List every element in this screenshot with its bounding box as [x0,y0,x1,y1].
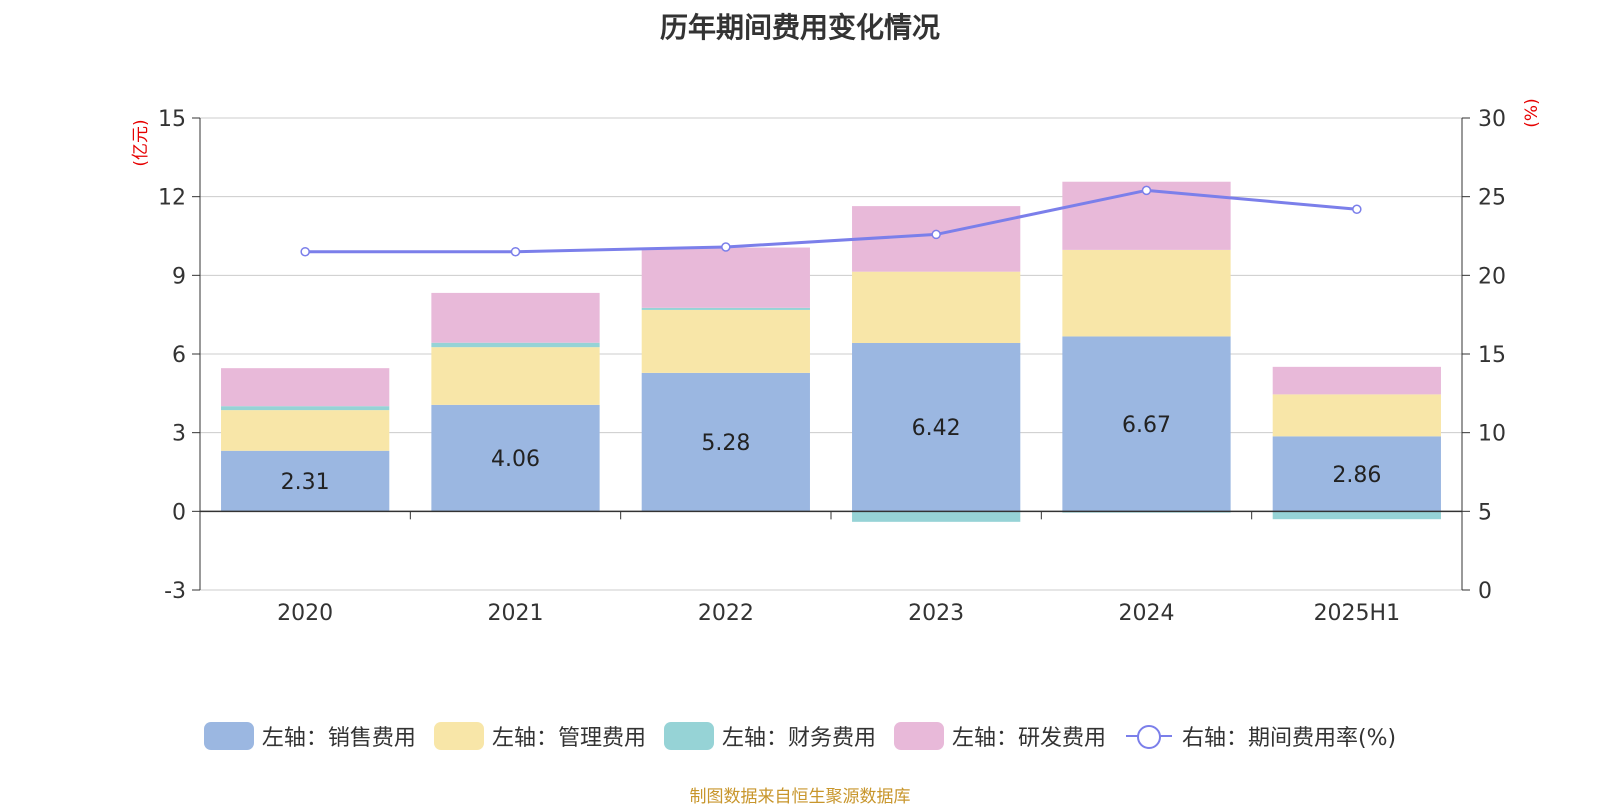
data-label: 6.42 [912,416,961,441]
chart-title: 历年期间费用变化情况 [659,11,940,44]
legend-item-rnd[interactable]: 左轴：研发费用 [893,720,1106,752]
left-tick-label: 12 [158,186,186,211]
bar-segment [641,372,810,512]
legend-swatch-admin [433,722,484,750]
data-label: 2.86 [1332,463,1381,488]
expense-rate-point [510,246,521,257]
legend: 左轴：销售费用 左轴：管理费用 左轴：财务费用 左轴：研发费用 右轴：期间费用率… [0,720,1600,752]
legend-label-admin: 左轴：管理费用 [491,726,646,751]
legend-label-finance: 左轴：财务费用 [721,726,876,751]
expense-rate-point [721,242,731,252]
expense-rate-point [1141,185,1152,196]
bar-segment [1272,436,1441,512]
bar-segment [221,410,390,451]
legend-label-sales: 左轴：销售费用 [261,726,416,751]
bar-segment [852,511,1021,522]
expense-rate-point [931,229,941,240]
bar-segment [431,292,600,343]
left-tick-label: 6 [172,343,186,368]
legend-swatch-sales [203,722,254,750]
legend-swatch-finance [663,722,714,750]
bar-segment [221,368,390,407]
data-label: 2.31 [281,470,330,495]
right-tick-label: 5 [1478,500,1492,525]
chart-area: -3 0 3 6 9 12 15 0 5 10 15 20 25 30 (亿元) (%) 2020 2021 202… [131,98,1542,626]
left-axis-unit: (亿元) [131,119,151,166]
left-tick-label: 15 [158,107,186,132]
legend-item-expense-rate[interactable]: 右轴：期间费用率(%) [1124,720,1396,752]
expense-rate-line [305,188,1357,254]
right-tick-label: 20 [1478,264,1506,289]
bar-segment [641,247,810,308]
legend-line-marker-icon [1124,722,1174,750]
legend-label-rnd: 左轴：研发费用 [951,726,1106,751]
bar-segment [1272,394,1441,437]
bar-segment [1062,336,1231,512]
source-note: 制图数据来自恒生聚源数据库 [689,787,911,807]
bar-segment [1272,366,1441,395]
x-tick-label: 2025H1 [1314,601,1401,626]
data-label: 5.28 [701,431,750,456]
left-tick-label: -3 [164,579,186,604]
x-tick-label: 2020 [277,601,333,626]
bar-segment [1062,249,1231,337]
data-label: 4.06 [491,447,540,472]
x-tick-label: 2024 [1119,601,1175,626]
legend-item-finance[interactable]: 左轴：财务费用 [663,720,876,752]
legend-item-admin[interactable]: 左轴：管理费用 [433,720,646,752]
bar-segment [221,450,390,512]
legend-label-expense-rate: 右轴：期间费用率(%) [1181,726,1397,751]
bar-segment [641,309,810,373]
expense-rate-point [1352,204,1362,215]
right-axis-unit: (%) [1522,98,1542,127]
left-tick-label: 3 [172,422,186,447]
bar-segment [852,342,1021,512]
right-tick-label: 10 [1478,422,1506,447]
x-tick-label: 2022 [698,601,754,626]
bar-segment [431,347,600,405]
legend-swatch-rnd [893,722,944,750]
x-tick-label: 2023 [908,601,964,626]
right-tick-label: 25 [1478,186,1506,211]
data-label: 6.67 [1122,413,1171,438]
legend-item-sales[interactable]: 左轴：销售费用 [203,720,416,752]
bar-segment [641,307,810,310]
right-tick-label: 15 [1478,343,1506,368]
left-tick-label: 9 [172,264,186,289]
bar-segment [852,271,1021,343]
bar-segment [1272,511,1441,520]
bar-segment [221,406,390,411]
right-tick-label: 30 [1478,107,1506,132]
expense-rate-point [300,246,310,257]
x-tick-label: 2021 [488,601,544,626]
bar-segment [431,342,600,348]
bar-segment [431,404,600,512]
left-tick-label: 0 [172,500,186,525]
right-tick-label: 0 [1478,579,1492,604]
